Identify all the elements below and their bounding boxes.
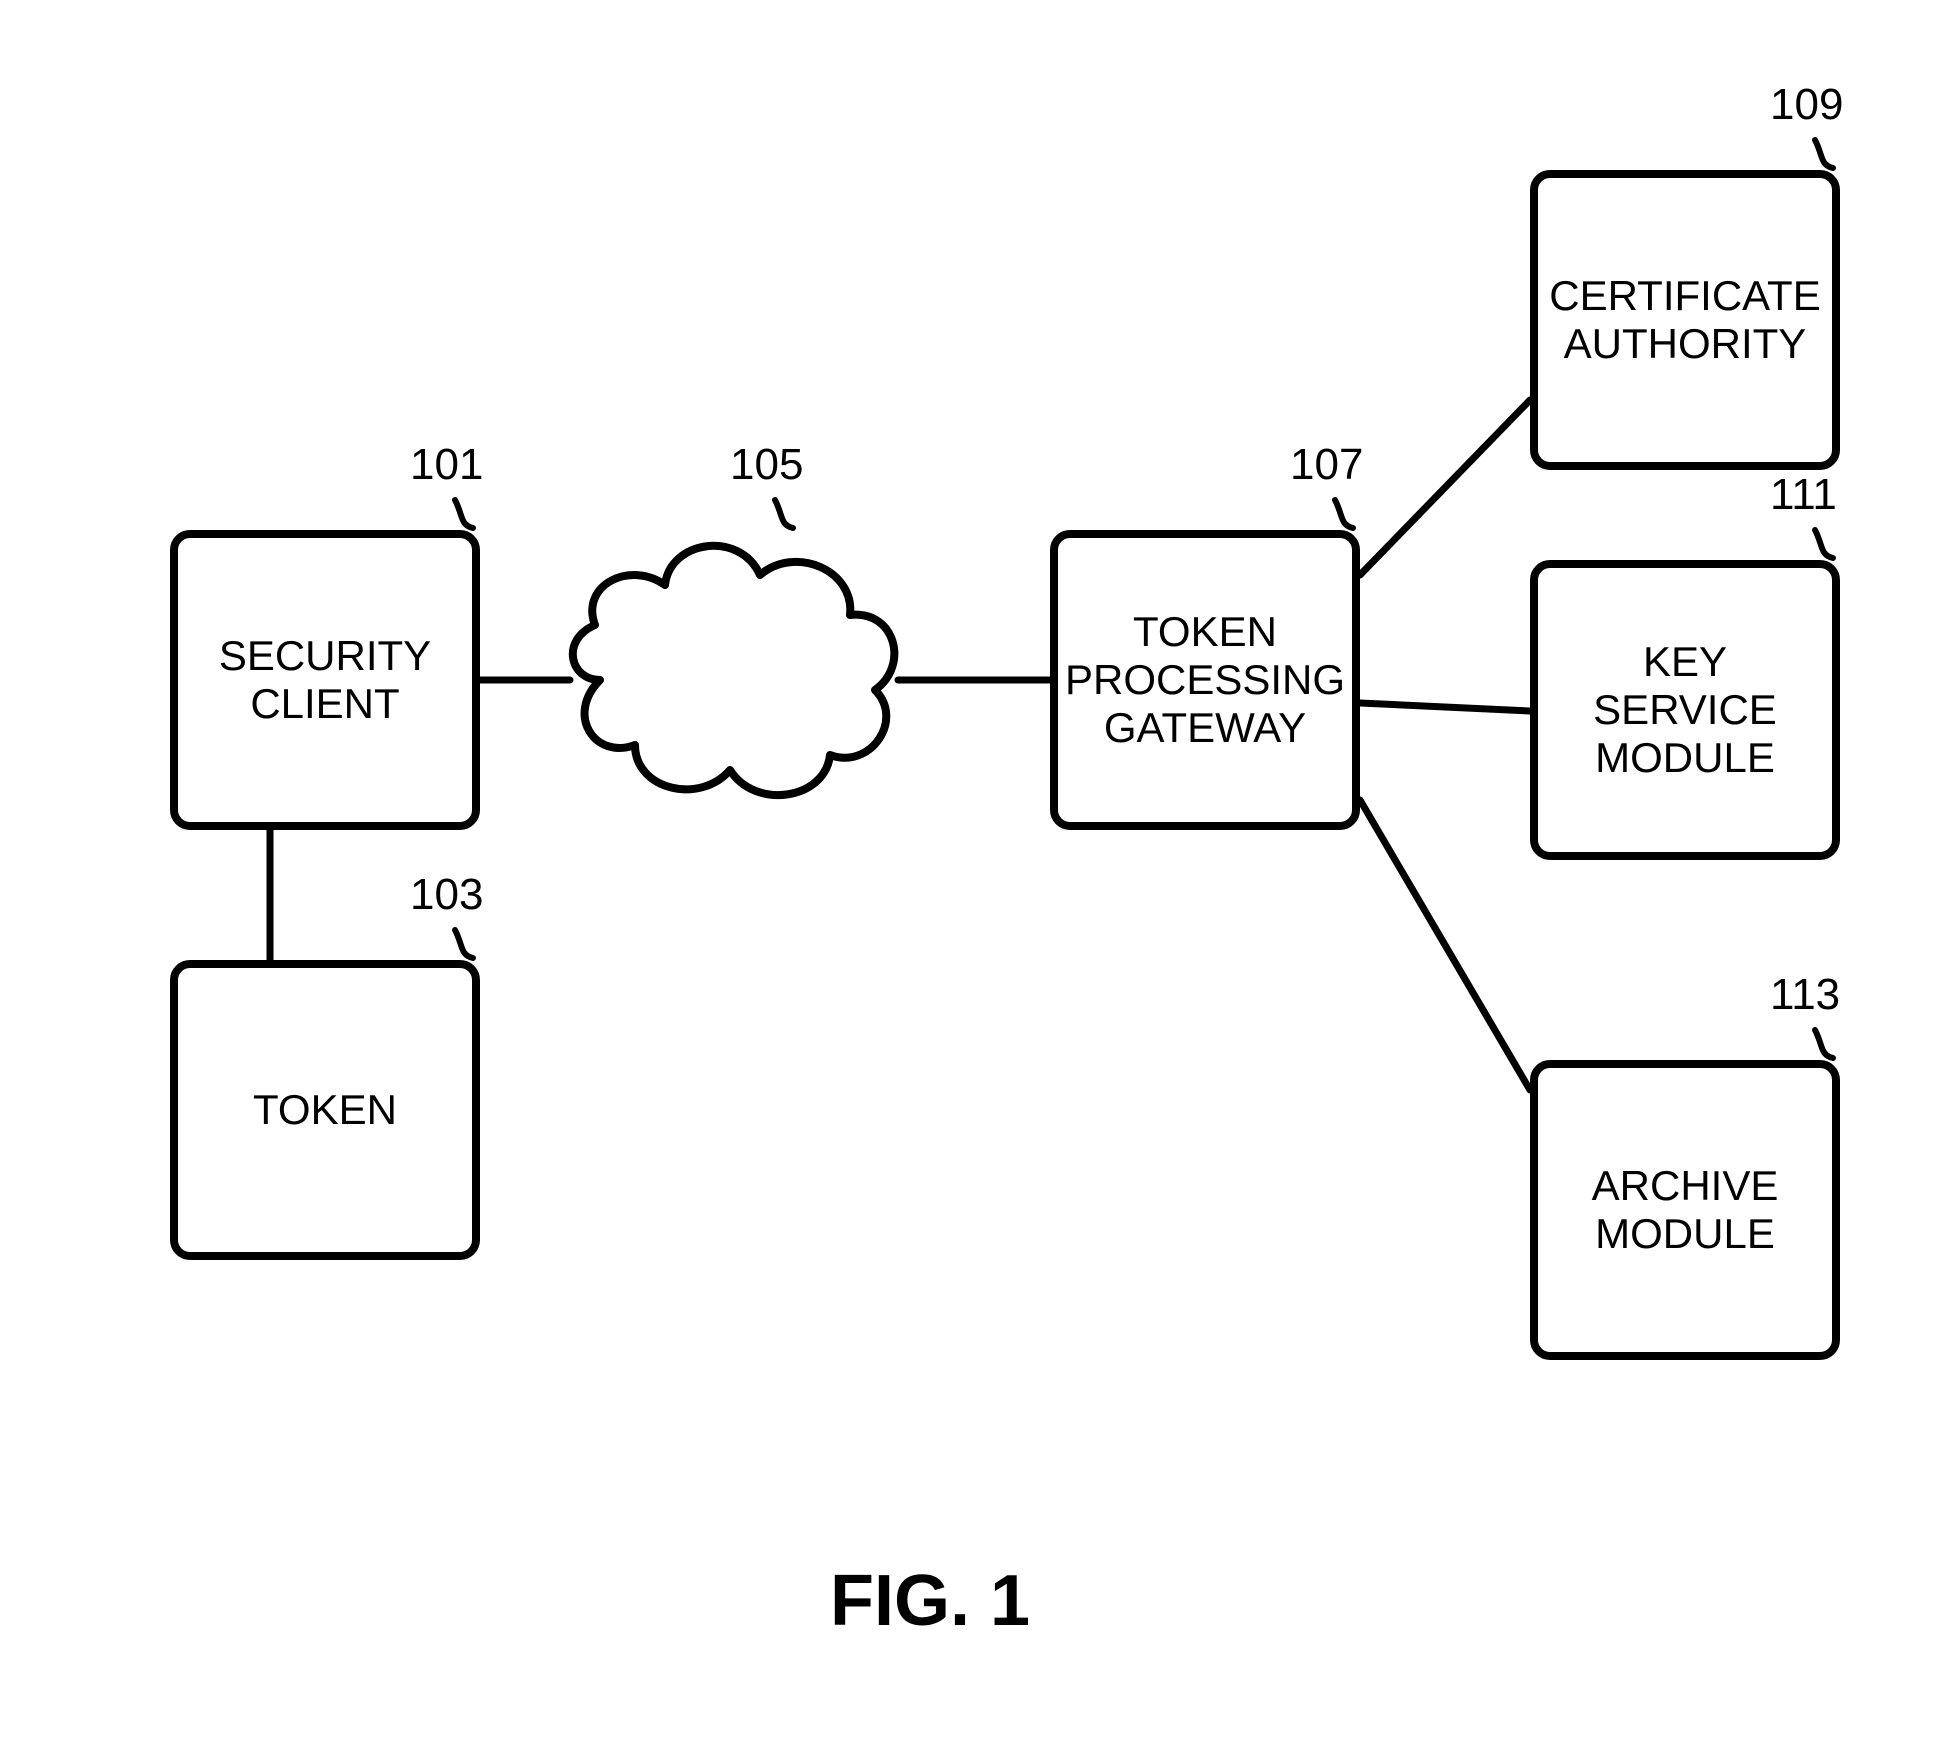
ref-label-111: 111 (1770, 470, 1837, 520)
node-certificate-authority: CERTIFICATE AUTHORITY (1530, 170, 1840, 470)
node-label: KEY SERVICE MODULE (1558, 638, 1812, 782)
ref-label-105: 105 (730, 440, 803, 490)
node-label: CERTIFICATE AUTHORITY (1549, 272, 1820, 368)
node-label: TOKEN PROCESSING GATEWAY (1065, 608, 1345, 752)
node-label: SECURITY CLIENT (198, 632, 452, 728)
node-security-client: SECURITY CLIENT (170, 530, 480, 830)
node-label: TOKEN (253, 1086, 397, 1134)
diagram-canvas: SECURITY CLIENT TOKEN TOKEN PROCESSING G… (0, 0, 1937, 1737)
node-archive-module: ARCHIVE MODULE (1530, 1060, 1840, 1360)
cloud-network-icon (573, 546, 895, 795)
ref-label-113: 113 (1770, 970, 1840, 1020)
node-key-service-module: KEY SERVICE MODULE (1530, 560, 1840, 860)
ref-label-109: 109 (1770, 80, 1843, 130)
ref-label-103: 103 (410, 870, 483, 920)
ref-label-107: 107 (1290, 440, 1363, 490)
node-label: ARCHIVE MODULE (1558, 1162, 1812, 1258)
figure-title: FIG. 1 (830, 1560, 1030, 1642)
node-token: TOKEN (170, 960, 480, 1260)
ref-label-101: 101 (410, 440, 483, 490)
node-token-processing-gateway: TOKEN PROCESSING GATEWAY (1050, 530, 1360, 830)
